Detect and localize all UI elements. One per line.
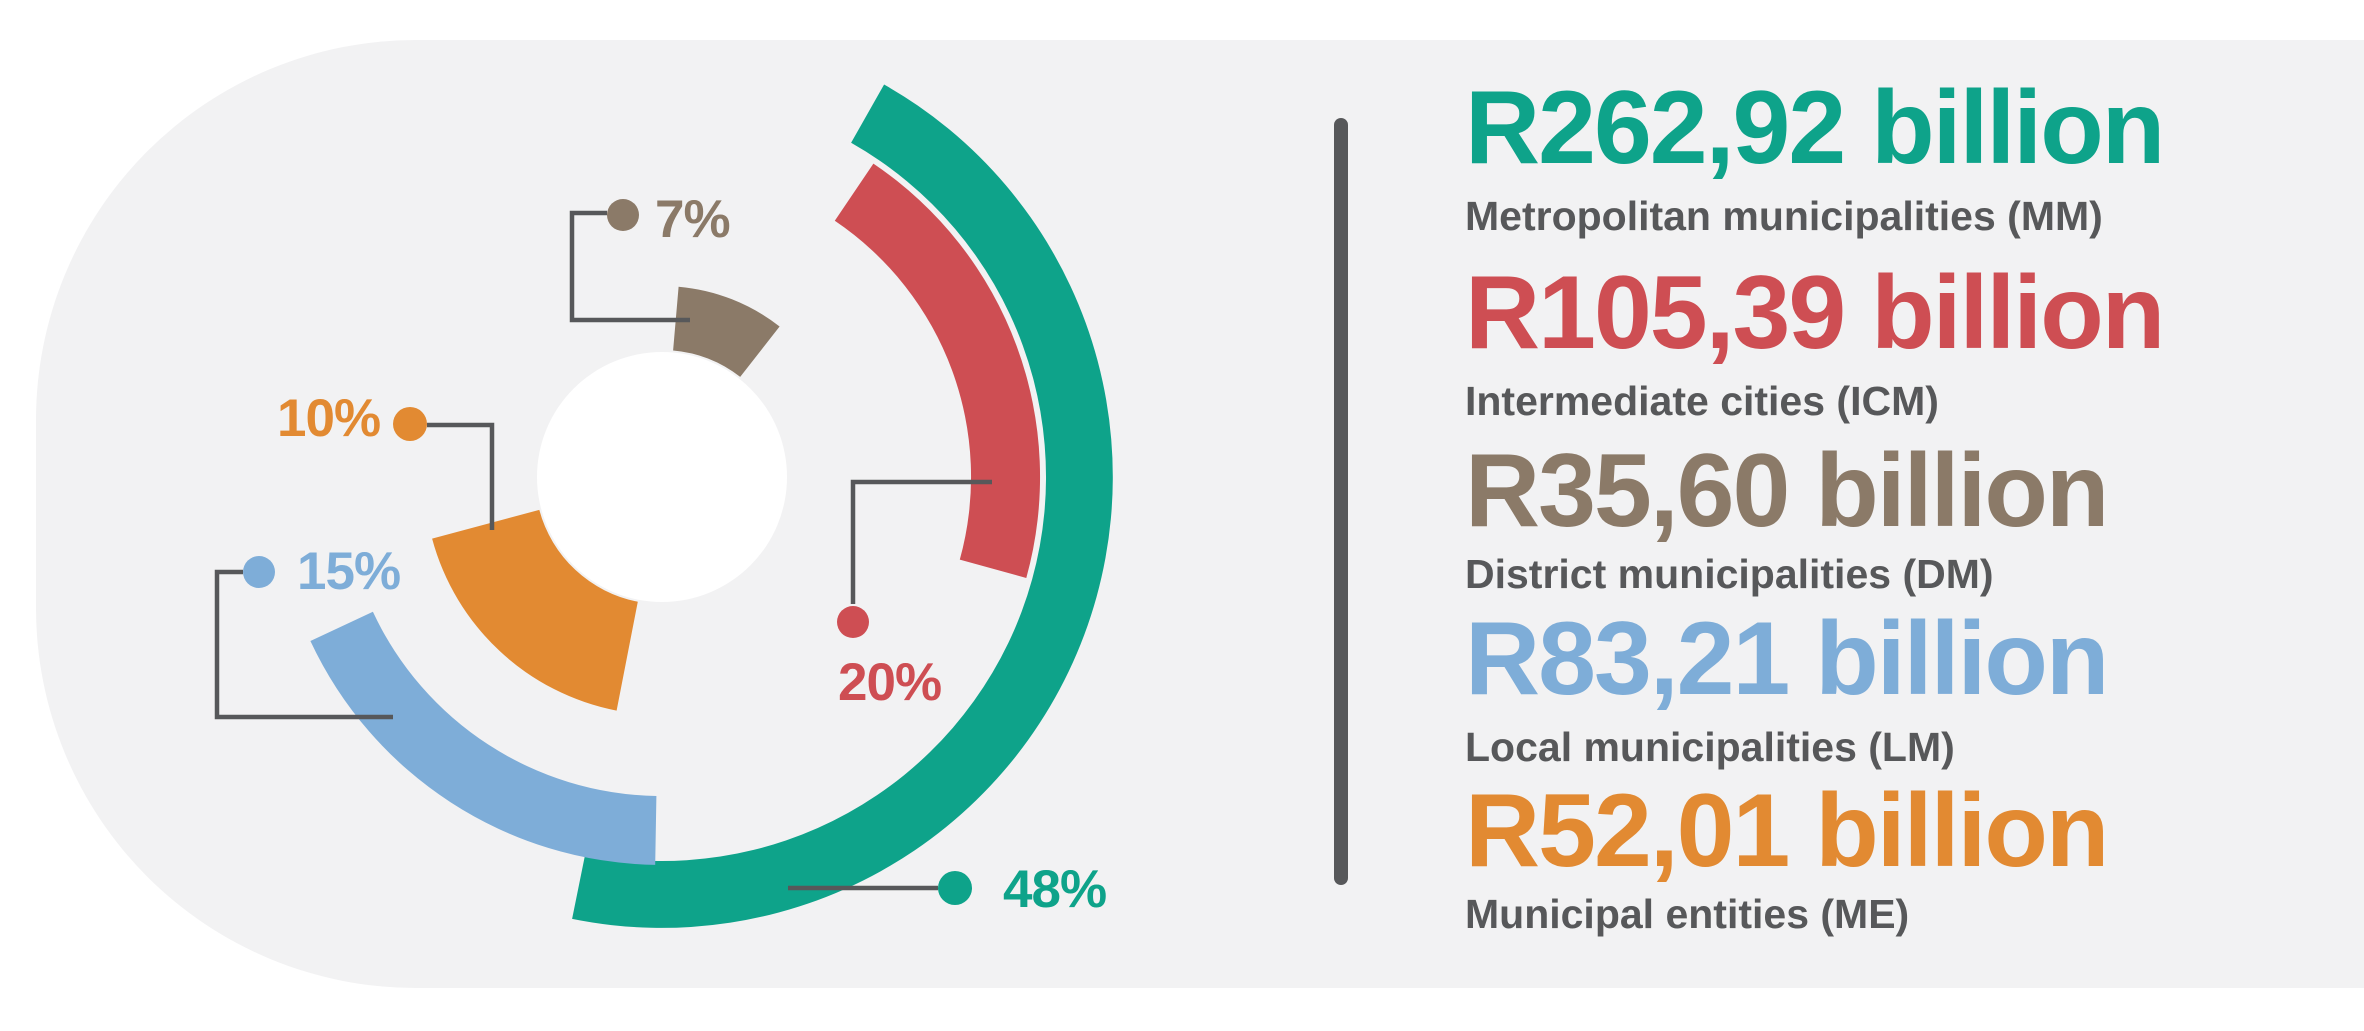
callout-line-lm bbox=[214, 569, 393, 720]
arc-segment-dm bbox=[673, 286, 780, 377]
amount-district: R35,60 billion bbox=[1465, 433, 2109, 549]
amount-intermediate: R105,39 billion bbox=[1465, 255, 2165, 371]
callout-dot-me bbox=[393, 407, 427, 441]
background-panel bbox=[36, 40, 2364, 988]
category-label-district: District municipalities (DM) bbox=[1465, 551, 1994, 597]
category-label-entities: Municipal entities (ME) bbox=[1465, 891, 1910, 937]
amount-local: R83,21 billion bbox=[1465, 601, 2109, 717]
percent-label-dm: 7% bbox=[655, 190, 730, 249]
category-label-intermediate: Intermediate cities (ICM) bbox=[1465, 378, 1939, 424]
arc-segment-lm bbox=[310, 611, 657, 865]
divider-bar bbox=[1334, 118, 1348, 885]
arc-segment-mm bbox=[572, 84, 1113, 928]
arc-segment-me bbox=[432, 509, 638, 711]
callout-line-dm bbox=[569, 210, 690, 323]
callout-dot-dm bbox=[607, 199, 639, 231]
callout-dot-lm bbox=[243, 556, 275, 588]
category-label-metropolitan: Metropolitan municipalities (MM) bbox=[1465, 193, 2103, 239]
callout-line-icm bbox=[850, 479, 992, 604]
percent-label-lm: 15% bbox=[297, 542, 400, 601]
donut-hole bbox=[537, 352, 787, 602]
arc-segment-icm bbox=[834, 163, 1041, 578]
amount-entities: R52,01 billion bbox=[1465, 773, 2109, 889]
category-label-local: Local municipalities (LM) bbox=[1465, 724, 1955, 770]
percent-label-icm: 20% bbox=[838, 653, 941, 712]
callout-dot-icm bbox=[837, 606, 869, 638]
callout-line-me bbox=[427, 422, 495, 530]
amount-metropolitan: R262,92 billion bbox=[1465, 70, 2165, 186]
percent-label-mm: 48% bbox=[1003, 860, 1106, 919]
percent-label-me: 10% bbox=[277, 389, 380, 448]
callout-dot-mm bbox=[938, 871, 972, 905]
